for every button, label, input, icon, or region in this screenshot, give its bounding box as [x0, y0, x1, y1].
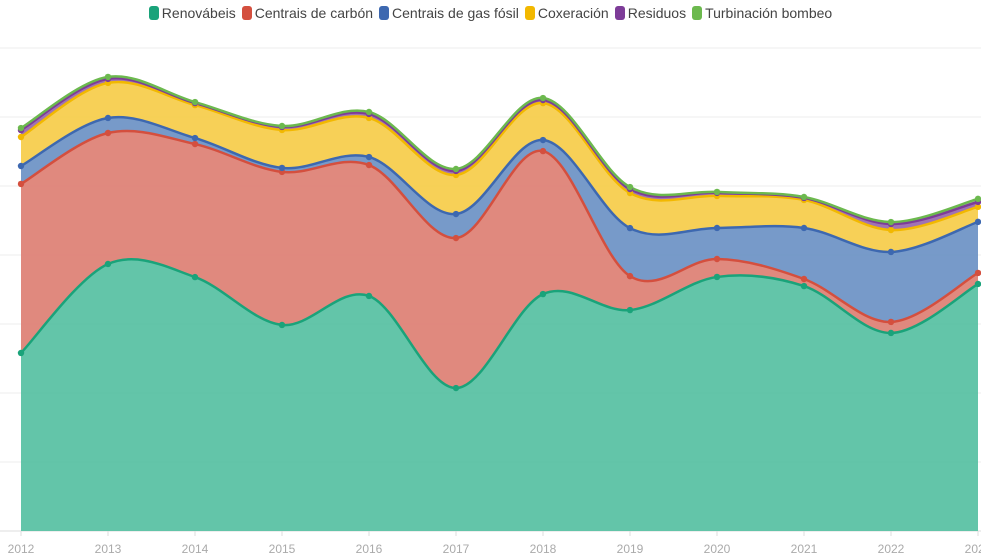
data-point-1-2013[interactable] [104, 129, 112, 137]
data-point-3-2022[interactable] [887, 226, 895, 234]
data-point-1-2021[interactable] [800, 275, 808, 283]
data-point-2-2012[interactable] [17, 162, 25, 170]
legend: Renovábeis Centrais de carbón Centrais de … [0, 5, 981, 21]
x-tick-label: 2021 [791, 542, 818, 556]
x-tick-label: 2012 [8, 542, 35, 556]
data-point-0-2017[interactable] [452, 384, 460, 392]
data-point-1-2020[interactable] [713, 255, 721, 263]
data-point-5-2015[interactable] [278, 122, 286, 130]
data-point-2-2014[interactable] [191, 134, 199, 142]
x-tick-label: 2022 [878, 542, 905, 556]
legend-swatch [148, 6, 159, 20]
legend-swatch [524, 6, 535, 20]
area-series-0 [21, 259, 978, 531]
legend-item-3[interactable]: Coxeración [524, 5, 609, 21]
data-point-1-2017[interactable] [452, 234, 460, 242]
area-series-1 [21, 130, 978, 389]
legend-label: Renovábeis [161, 5, 236, 21]
data-point-5-2021[interactable] [800, 193, 808, 201]
data-point-1-2018[interactable] [539, 147, 547, 155]
data-point-1-2022[interactable] [887, 318, 895, 326]
data-point-5-2019[interactable] [626, 183, 634, 191]
legend-label: Coxeración [537, 5, 609, 21]
data-point-0-2021[interactable] [800, 282, 808, 290]
data-point-1-2012[interactable] [17, 180, 25, 188]
legend-label: Turbinación bombeo [705, 5, 833, 21]
data-point-0-2022[interactable] [887, 329, 895, 337]
data-point-1-2016[interactable] [365, 161, 373, 169]
data-point-2-2019[interactable] [626, 224, 634, 232]
legend-item-4[interactable]: Residuos [614, 5, 687, 21]
legend-label: Centrais de gas fósil [392, 5, 519, 21]
legend-label: Residuos [627, 5, 687, 21]
legend-item-1[interactable]: Centrais de carbón [241, 5, 374, 21]
data-point-5-2017[interactable] [452, 165, 460, 173]
data-point-1-2014[interactable] [191, 140, 199, 148]
data-point-2-2021[interactable] [800, 224, 808, 232]
data-point-5-2018[interactable] [539, 94, 547, 102]
legend-swatch [241, 6, 252, 20]
area-series-3 [21, 82, 978, 252]
data-point-2-2020[interactable] [713, 224, 721, 232]
data-point-5-2014[interactable] [191, 98, 199, 106]
data-point-0-2018[interactable] [539, 290, 547, 298]
line-series-0 [20, 258, 979, 390]
x-tick-label: 2018 [530, 542, 557, 556]
x-tick-label: 2019 [617, 542, 644, 556]
data-point-1-2019[interactable] [626, 272, 634, 280]
legend-item-5[interactable]: Turbinación bombeo [692, 5, 832, 21]
data-point-0-2013[interactable] [104, 260, 112, 268]
areas [21, 76, 978, 531]
data-point-2-2018[interactable] [539, 136, 547, 144]
data-point-3-2012[interactable] [17, 133, 25, 141]
data-point-5-2016[interactable] [365, 108, 373, 116]
legend-swatch [614, 6, 625, 20]
x-tick-label: 2017 [443, 542, 470, 556]
legend-swatch [379, 6, 390, 20]
data-point-5-2022[interactable] [887, 218, 895, 226]
data-point-0-2015[interactable] [278, 321, 286, 329]
x-tick-label: 2013 [95, 542, 122, 556]
legend-swatch [692, 6, 703, 20]
data-point-2-2016[interactable] [365, 153, 373, 161]
legend-item-0[interactable]: Renovábeis [148, 5, 236, 21]
data-point-0-2012[interactable] [17, 349, 25, 357]
data-point-0-2016[interactable] [365, 292, 373, 300]
data-point-5-2013[interactable] [104, 73, 112, 81]
x-tick-label: 2020 [704, 542, 731, 556]
legend-item-2[interactable]: Centrais de gas fósil [379, 5, 519, 21]
data-point-0-2019[interactable] [626, 306, 634, 314]
data-point-2-2022[interactable] [887, 248, 895, 256]
data-point-2-2013[interactable] [104, 114, 112, 122]
data-point-3-2023[interactable] [974, 203, 981, 211]
x-tick-label: 2015 [269, 542, 296, 556]
points [17, 73, 981, 392]
data-point-5-2012[interactable] [17, 124, 25, 132]
area-series-2 [21, 117, 978, 322]
data-point-5-2020[interactable] [713, 188, 721, 196]
data-point-1-2023[interactable] [974, 269, 981, 277]
data-point-0-2020[interactable] [713, 273, 721, 281]
data-point-2-2023[interactable] [974, 218, 981, 226]
x-tick-label: 2016 [356, 542, 383, 556]
legend-label: Centrais de carbón [254, 5, 374, 21]
data-point-5-2023[interactable] [974, 195, 981, 203]
data-point-0-2023[interactable] [974, 280, 981, 288]
data-point-2-2017[interactable] [452, 210, 460, 218]
x-tick-label: 2014 [182, 542, 209, 556]
data-point-2-2015[interactable] [278, 164, 286, 172]
x-tick-label: 2023 [965, 542, 981, 556]
data-point-0-2014[interactable] [191, 273, 199, 281]
